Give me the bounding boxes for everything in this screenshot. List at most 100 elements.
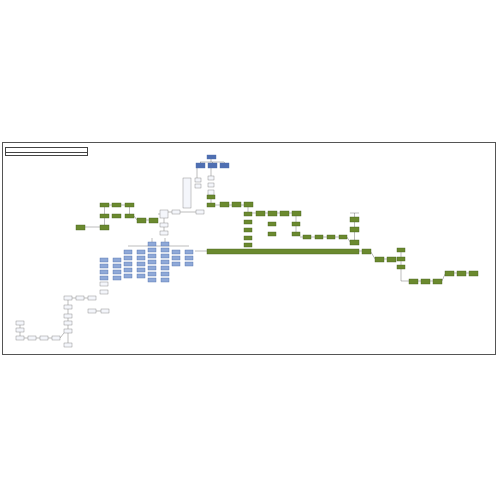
green-node — [243, 211, 253, 217]
blue-node — [171, 261, 181, 267]
green-node — [291, 231, 301, 237]
white-node — [194, 183, 202, 189]
white-node — [15, 327, 25, 333]
blue-node — [171, 249, 181, 255]
green-node — [267, 210, 278, 217]
green-node — [396, 247, 406, 253]
white-node — [75, 295, 85, 301]
blue-node — [136, 267, 146, 273]
title-block — [5, 147, 88, 156]
green-node — [124, 213, 135, 219]
white-node — [87, 308, 97, 314]
top-cluster-node — [219, 162, 230, 169]
blue-node — [160, 241, 170, 247]
green-node — [444, 270, 455, 277]
green-node — [291, 221, 301, 227]
top-node — [206, 154, 217, 160]
blue-node — [136, 255, 146, 261]
white-node — [27, 335, 37, 341]
white-node — [100, 308, 110, 314]
green-node — [349, 226, 360, 233]
blue-node — [147, 271, 157, 277]
blue-node — [99, 275, 109, 281]
blue-node — [123, 249, 133, 255]
white-node — [195, 209, 205, 215]
green-node — [243, 201, 254, 208]
blue-node — [99, 263, 109, 269]
green-node — [255, 210, 266, 217]
blue-node — [112, 257, 122, 263]
blue-node — [147, 247, 157, 253]
green-node — [99, 224, 110, 231]
green-node — [243, 219, 253, 225]
white-node — [99, 281, 109, 287]
green-node — [99, 202, 110, 208]
green-node — [219, 201, 230, 208]
green-node — [75, 224, 86, 231]
green-node — [124, 202, 135, 208]
blue-node — [160, 253, 170, 259]
white-node — [171, 209, 181, 215]
diagram-nodes — [15, 154, 479, 348]
blue-node — [160, 271, 170, 277]
green-node — [148, 217, 159, 224]
blue-node — [147, 241, 157, 247]
tall-white-node — [182, 177, 192, 209]
green-node — [206, 194, 216, 200]
green-node — [99, 213, 110, 219]
white-node — [159, 222, 169, 228]
white-node — [15, 335, 25, 341]
blue-node — [112, 275, 122, 281]
green-node — [408, 278, 419, 285]
blue-node — [123, 267, 133, 273]
white-node — [159, 230, 169, 236]
green-node — [243, 235, 253, 241]
green-node — [396, 256, 406, 262]
green-node — [243, 242, 253, 248]
blue-node — [147, 277, 157, 283]
white-node — [39, 335, 49, 341]
diagram-frame — [2, 142, 496, 355]
green-node — [386, 256, 397, 263]
green-node — [136, 217, 147, 224]
green-node — [243, 227, 253, 233]
green-node — [349, 216, 360, 223]
blue-node — [147, 259, 157, 265]
white-node — [63, 320, 73, 326]
green-node — [326, 234, 336, 240]
blue-node — [160, 265, 170, 271]
connector-line — [441, 273, 446, 282]
green-node — [231, 201, 242, 208]
connector-line — [59, 332, 65, 339]
connector-line — [133, 215, 138, 221]
white-node — [51, 335, 61, 341]
white-node — [99, 289, 109, 295]
white-node — [63, 313, 73, 319]
blue-node — [99, 269, 109, 275]
connector-lines — [19, 159, 469, 343]
blue-node — [99, 257, 109, 263]
green-node — [267, 221, 277, 227]
blue-node — [147, 253, 157, 259]
green-node — [420, 278, 431, 285]
top-cluster-node — [195, 162, 206, 169]
blue-node — [136, 249, 146, 255]
blue-node — [123, 261, 133, 267]
blue-node — [112, 269, 122, 275]
connector-line — [346, 236, 351, 243]
white-node — [63, 342, 73, 348]
title-line-1 — [6, 148, 87, 153]
blue-node — [160, 277, 170, 283]
blue-node — [123, 255, 133, 261]
blue-node — [147, 265, 157, 271]
white-node — [207, 175, 215, 181]
blue-node — [136, 273, 146, 279]
green-node — [111, 202, 122, 208]
green-node — [338, 234, 348, 240]
blue-node — [160, 259, 170, 265]
green-node — [314, 234, 324, 240]
blue-node — [171, 255, 181, 261]
green-node — [432, 278, 443, 285]
white-node — [159, 209, 169, 219]
blue-node — [160, 247, 170, 253]
